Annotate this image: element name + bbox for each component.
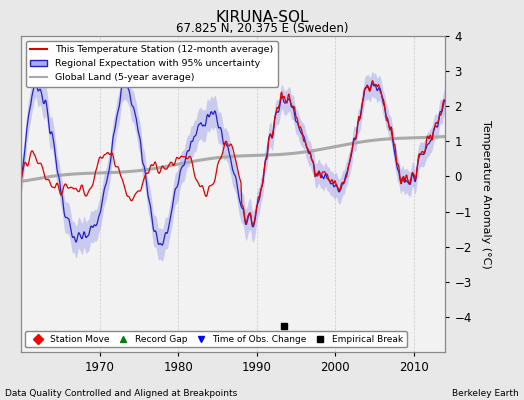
Text: KIRUNA-SOL: KIRUNA-SOL bbox=[215, 10, 309, 25]
Text: 67.825 N, 20.375 E (Sweden): 67.825 N, 20.375 E (Sweden) bbox=[176, 22, 348, 35]
Legend: Station Move, Record Gap, Time of Obs. Change, Empirical Break: Station Move, Record Gap, Time of Obs. C… bbox=[26, 331, 407, 348]
Text: Data Quality Controlled and Aligned at Breakpoints: Data Quality Controlled and Aligned at B… bbox=[5, 389, 237, 398]
Y-axis label: Temperature Anomaly (°C): Temperature Anomaly (°C) bbox=[481, 120, 491, 268]
Text: Berkeley Earth: Berkeley Earth bbox=[452, 389, 519, 398]
